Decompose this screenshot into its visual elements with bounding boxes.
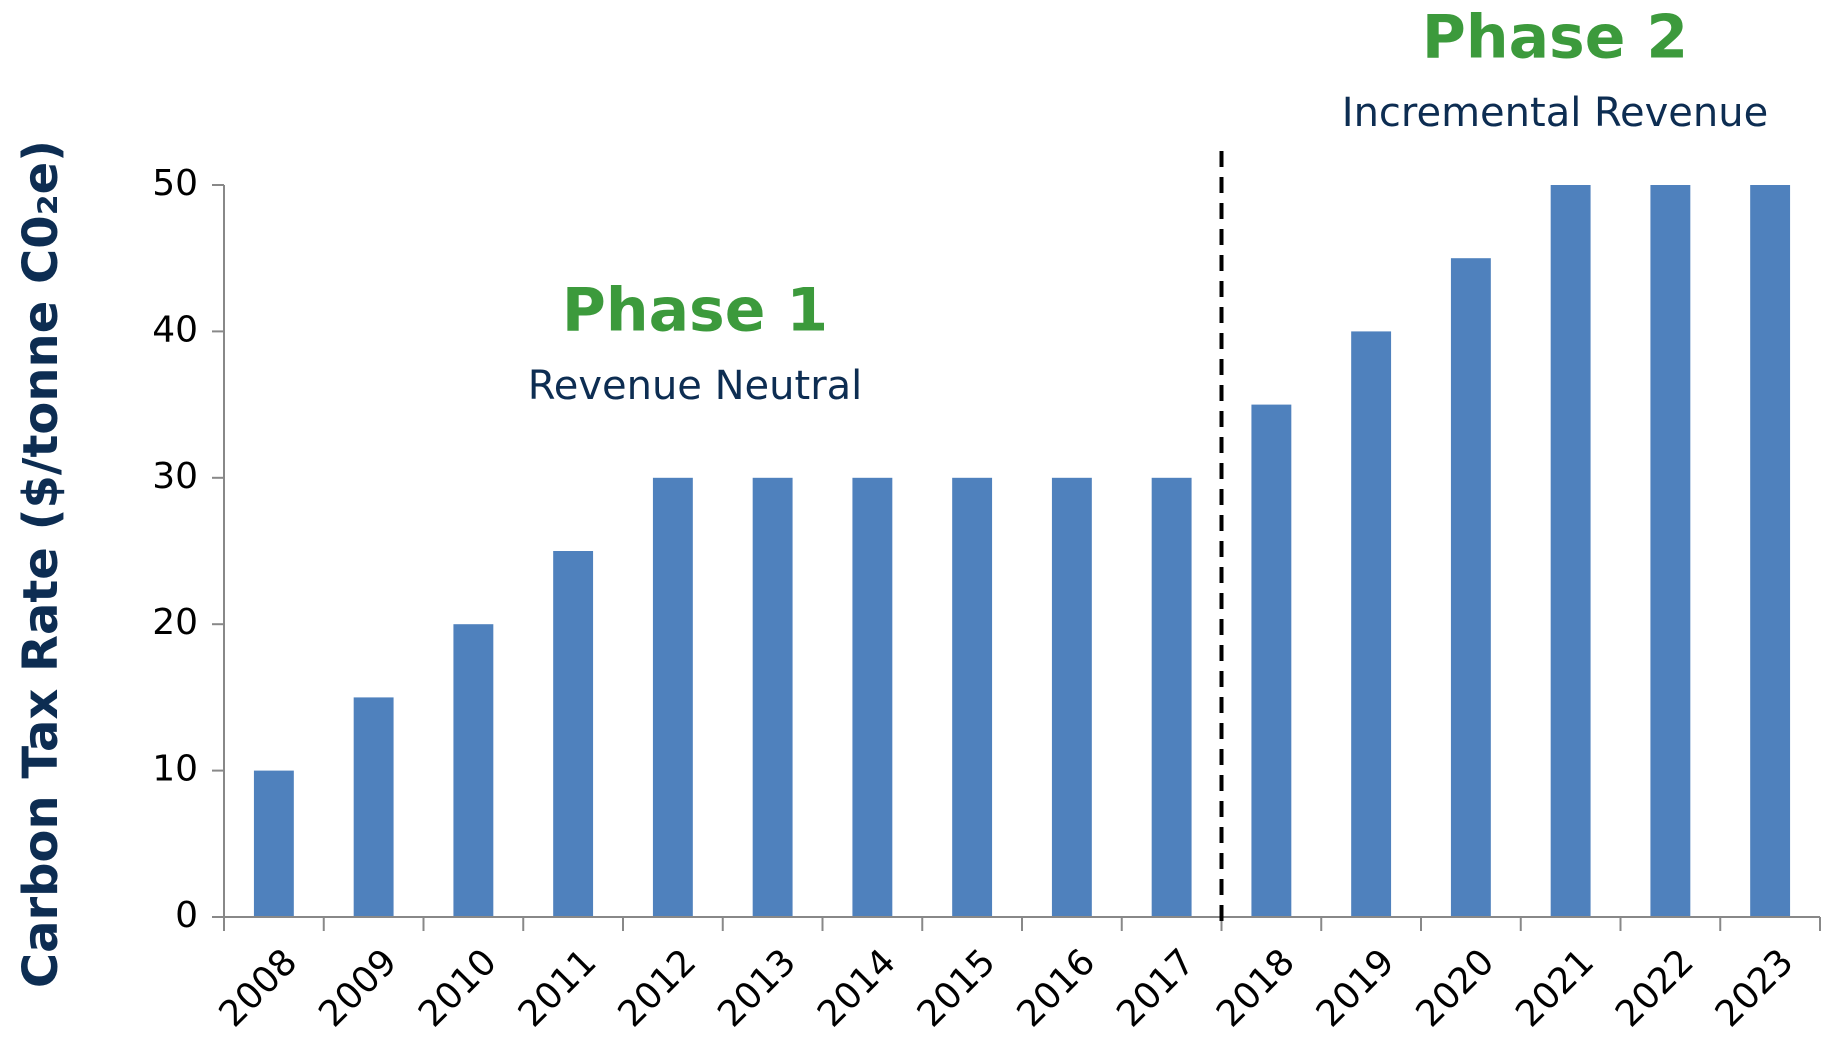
bar: [1051, 477, 1092, 917]
annotation-title: Phase 2: [1422, 3, 1688, 73]
x-tick-label: 2016: [1010, 941, 1104, 1035]
annotation-title: Phase 1: [562, 276, 828, 346]
bar: [752, 477, 793, 917]
bar: [1650, 185, 1691, 917]
bar: [852, 477, 893, 917]
bar: [1151, 477, 1192, 917]
y-axis-label: Carbon Tax Rate ($/tonne C0₂e): [13, 140, 69, 988]
y-tick-label: 10: [152, 749, 198, 790]
x-tick-label: 2012: [611, 941, 705, 1035]
y-tick-label: 20: [152, 602, 198, 643]
y-tick-label: 50: [152, 163, 198, 204]
x-tick-label: 2014: [810, 941, 904, 1035]
x-tick-label: 2017: [1109, 941, 1203, 1035]
bar: [652, 477, 693, 917]
x-tick-label: 2018: [1209, 941, 1303, 1035]
y-tick-label: 30: [152, 456, 198, 497]
x-tick-label: 2021: [1508, 941, 1602, 1035]
bar: [453, 624, 494, 917]
x-tick-label: 2022: [1608, 941, 1702, 1035]
x-tick-label: 2010: [411, 941, 505, 1035]
x-tick-label: 2008: [212, 941, 306, 1035]
x-tick-label: 2011: [511, 941, 605, 1035]
bar: [253, 770, 294, 917]
bar: [1550, 185, 1591, 917]
x-tick-label: 2023: [1708, 941, 1802, 1035]
bar: [553, 551, 594, 917]
x-tick-label: 2009: [311, 941, 405, 1035]
bar: [952, 477, 993, 917]
annotation-subtitle: Revenue Neutral: [528, 363, 863, 409]
bar: [353, 697, 394, 917]
y-tick-label: 0: [175, 895, 198, 936]
x-tick-label: 2020: [1409, 941, 1503, 1035]
y-tick-label: 40: [152, 309, 198, 350]
bar: [1351, 331, 1392, 917]
x-tick-label: 2015: [910, 941, 1004, 1035]
bar: [1251, 404, 1292, 918]
x-tick-label: 2019: [1309, 941, 1403, 1035]
bar: [1750, 185, 1791, 917]
bar: [1450, 258, 1491, 917]
x-tick-label: 2013: [710, 941, 804, 1035]
annotation-subtitle: Incremental Revenue: [1342, 90, 1768, 136]
